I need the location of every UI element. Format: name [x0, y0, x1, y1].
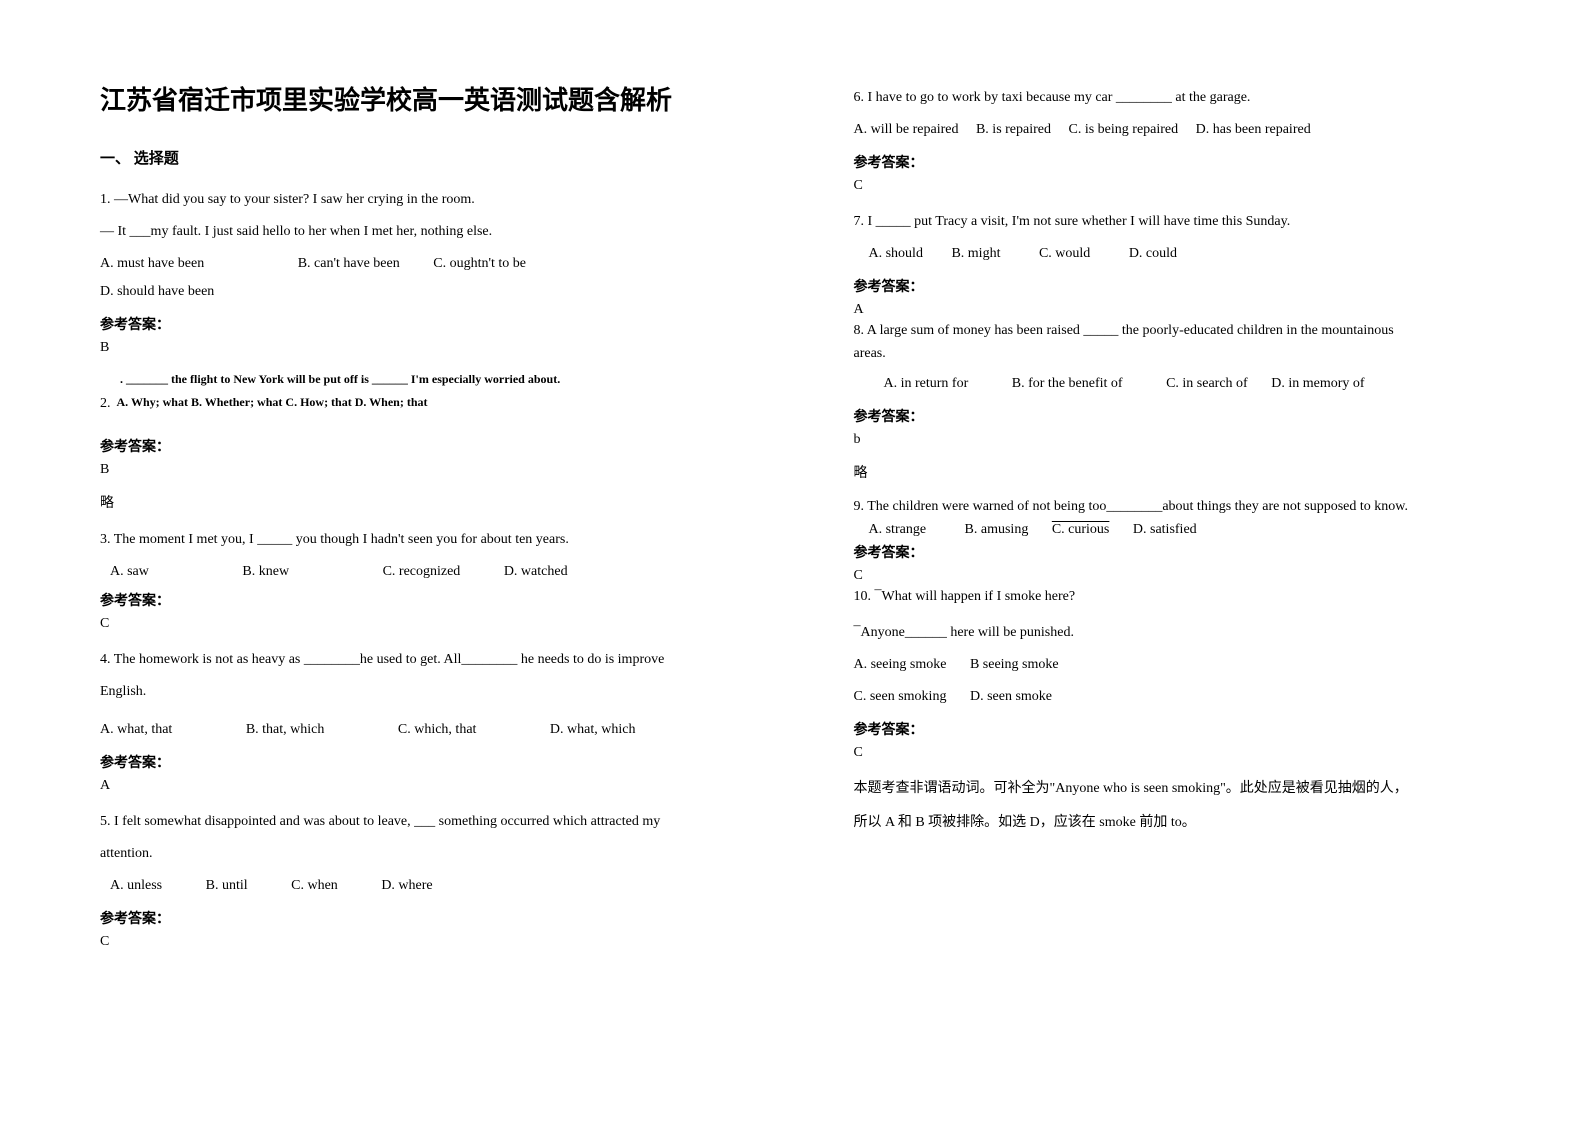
q7-optD: D. could [1129, 240, 1177, 268]
q7-optA: A. should [869, 240, 923, 268]
q6-optC: C. is being repaired [1069, 116, 1179, 144]
q9-answer: C [854, 568, 1488, 584]
section-heading: 一、 选择题 [100, 147, 734, 168]
q6-options: A. will be repaired B. is repaired C. is… [854, 116, 1488, 144]
q1-line2: — It ___my fault. I just said hello to h… [100, 218, 734, 246]
q3-text: 3. The moment I met you, I _____ you tho… [100, 526, 734, 554]
document-title: 江苏省宿迁市项里实验学校高一英语测试题含解析 [100, 80, 734, 117]
q8-options: A. in return for B. for the benefit of C… [884, 370, 1488, 398]
q1-optB: B. can't have been [298, 250, 400, 278]
q4-optA: A. what, that [100, 716, 172, 744]
q10-optA: A. seeing smoke [854, 651, 947, 679]
q10-explain2: 所以 A 和 B 项被排除。如选 D，应该在 smoke 前加 to。 [854, 809, 1488, 837]
q6-optD: D. has been repaired [1196, 116, 1311, 144]
q5-optC: C. when [291, 872, 338, 900]
q7-answer-label: 参考答案： [854, 276, 1488, 296]
q2-answer-label: 参考答案： [100, 436, 734, 456]
q8-optB: B. for the benefit of [1012, 370, 1123, 398]
q3-options: A. saw B. knew C. recognized D. watched [110, 558, 734, 586]
q4-answer: A [100, 778, 734, 794]
q7-optB: B. might [951, 240, 1000, 268]
q4-line2: English. [100, 678, 734, 706]
q3-optC: C. recognized [383, 558, 461, 586]
q5-options: A. unless B. until C. when D. where [110, 872, 734, 900]
q9-options: A. strange B. amusing C. curious D. sati… [869, 519, 1488, 540]
q6-answer-label: 参考答案： [854, 152, 1488, 172]
q3-answer-label: 参考答案： [100, 590, 734, 610]
q10-line1: 10. ¯What will happen if I smoke here? [854, 586, 1488, 607]
q8-answer: b [854, 432, 1488, 448]
q5-optD: D. where [381, 872, 432, 900]
q5-answer: C [100, 934, 734, 950]
q8-answer-label: 参考答案： [854, 406, 1488, 426]
q4-answer-label: 参考答案： [100, 752, 734, 772]
q10-optD: D. seen smoke [970, 683, 1052, 711]
q7-options: A. should B. might C. would D. could [869, 240, 1488, 268]
q10-answer-label: 参考答案： [854, 719, 1488, 739]
q1-optA: A. must have been [100, 250, 204, 278]
q5-answer-label: 参考答案： [100, 908, 734, 928]
q2-img-line2: A. Why; what B. Whether; what C. How; th… [117, 393, 428, 412]
q5-optB: B. until [206, 872, 248, 900]
q8-optC: C. in search of [1166, 370, 1248, 398]
q1-answer-label: 参考答案： [100, 314, 734, 334]
q9-optB: B. amusing [965, 522, 1029, 537]
q5-line1: 5. I felt somewhat disappointed and was … [100, 808, 734, 836]
q6-text: 6. I have to go to work by taxi because … [854, 84, 1488, 112]
q10-options-cd: C. seen smoking D. seen smoke [854, 683, 1488, 711]
q9-optA: A. strange [869, 522, 927, 537]
q6-optB: B. is repaired [976, 116, 1051, 144]
q10-explain1: 本题考查非谓语动词。可补全为"Anyone who is seen smokin… [854, 775, 1488, 803]
q6-answer: C [854, 178, 1488, 194]
q10-options-ab: A. seeing smoke B seeing smoke [854, 651, 1488, 679]
q4-optB: B. that, which [246, 716, 325, 744]
q9-optC: C. curious [1052, 522, 1110, 537]
q3-optD: D. watched [504, 558, 568, 586]
q2-lue: 略 [100, 492, 734, 512]
q9-text: 9. The children were warned of not being… [854, 496, 1488, 517]
q3-answer: C [100, 616, 734, 632]
q10-answer: C [854, 745, 1488, 761]
q8-line2: areas. [854, 343, 1488, 364]
q2-img-line1: . _______ the flight to New York will be… [120, 370, 734, 389]
q9-answer-label: 参考答案： [854, 542, 1488, 562]
q8-lue: 略 [854, 462, 1488, 482]
q7-optC: C. would [1039, 240, 1090, 268]
q4-options: A. what, that B. that, which C. which, t… [100, 716, 734, 744]
q10-line2: ¯Anyone______ here will be punished. [854, 619, 1488, 647]
q4-line1: 4. The homework is not as heavy as _____… [100, 646, 734, 674]
q1-answer: B [100, 340, 734, 356]
q3-optB: B. knew [242, 558, 289, 586]
q6-optA: A. will be repaired [854, 116, 959, 144]
q9-optD: D. satisfied [1133, 522, 1197, 537]
q5-line2: attention. [100, 840, 734, 868]
q4-optC: C. which, that [398, 716, 477, 744]
q10-optC: C. seen smoking [854, 683, 947, 711]
q1-optD: D. should have been [100, 278, 214, 306]
left-column: 江苏省宿迁市项里实验学校高一英语测试题含解析 一、 选择题 1. —What d… [0, 0, 794, 1122]
q2-row: 2. A. Why; what B. Whether; what C. How;… [100, 393, 734, 415]
q8-optD: D. in memory of [1271, 370, 1364, 398]
right-column: 6. I have to go to work by taxi because … [794, 0, 1587, 1122]
q8-line1: 8. A large sum of money has been raised … [854, 320, 1488, 341]
q10-optB: B seeing smoke [970, 651, 1059, 679]
q4-optD: D. what, which [550, 716, 636, 744]
q2-answer: B [100, 462, 734, 478]
q1-line1: 1. —What did you say to your sister? I s… [100, 186, 734, 214]
q8-optA: A. in return for [884, 370, 969, 398]
q7-text: 7. I _____ put Tracy a visit, I'm not su… [854, 208, 1488, 236]
q5-optA: A. unless [110, 872, 162, 900]
q1-optC: C. oughtn't to be [433, 250, 526, 278]
q3-optA: A. saw [110, 558, 149, 586]
q1-options: A. must have been B. can't have been C. … [100, 250, 734, 306]
q7-answer: A [854, 302, 1488, 318]
q2-num: 2. [100, 393, 111, 415]
